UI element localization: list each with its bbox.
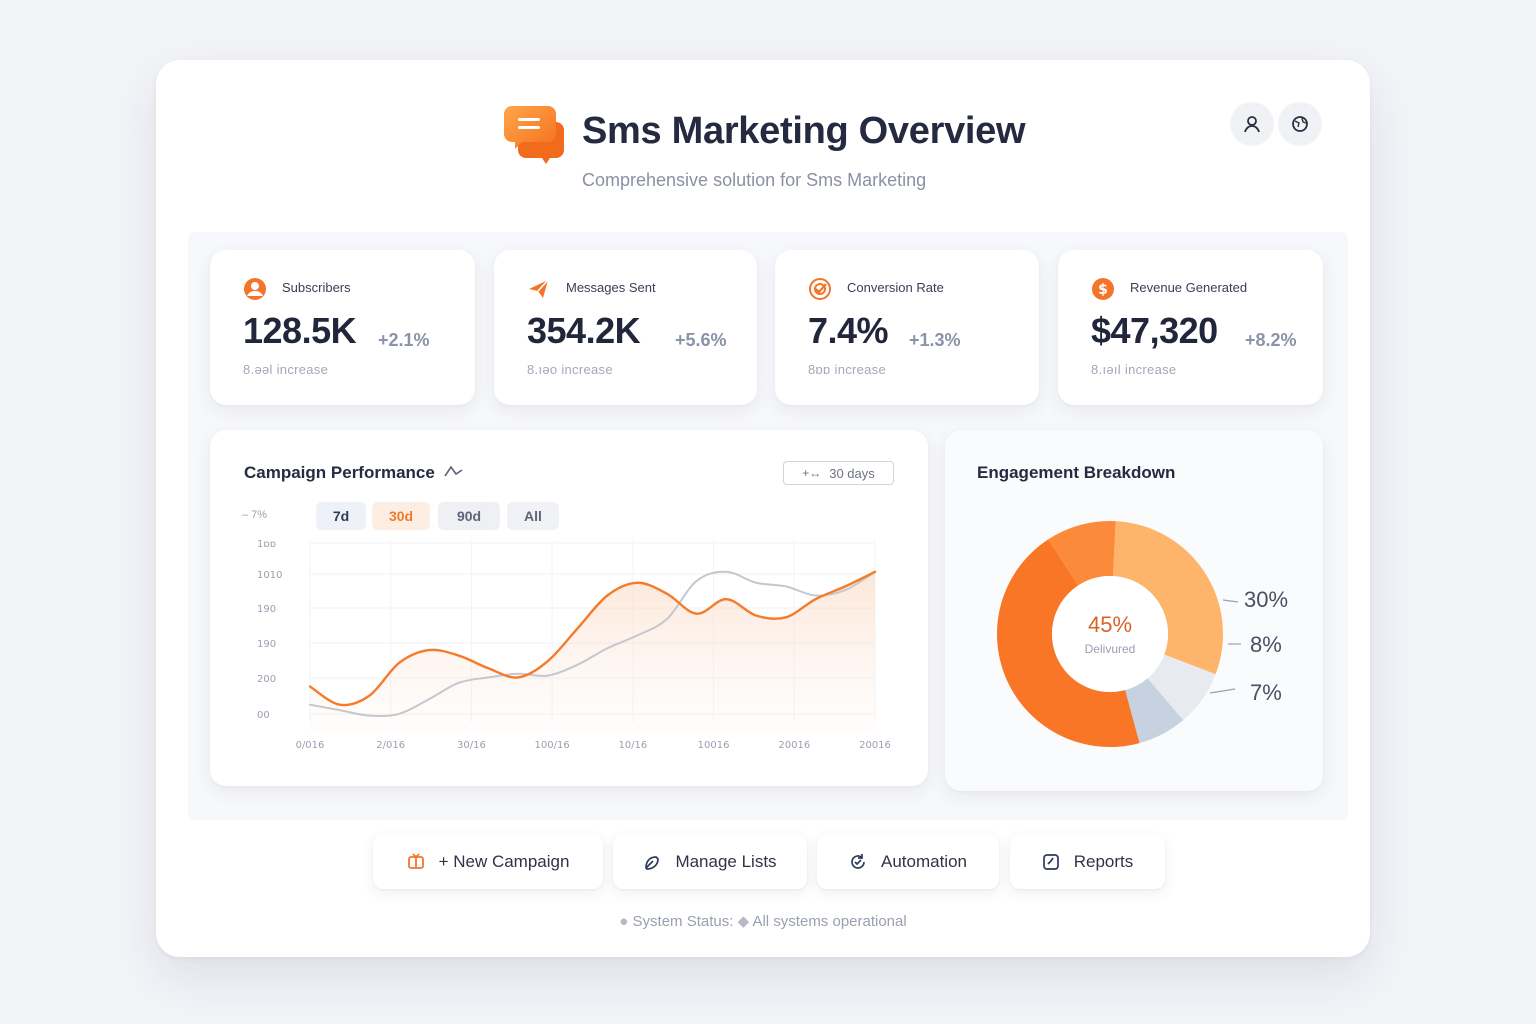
dashboard-panel: Sms Marketing Overview Comprehensive sol… (156, 60, 1370, 957)
donut-slice (1147, 654, 1216, 721)
donut-slice (1125, 678, 1184, 744)
x-tick-label: 10016 (698, 740, 730, 751)
stat-subtext: 8.ıəıl increase (1091, 362, 1177, 377)
slice-label-3: 7% (1250, 680, 1282, 705)
series-line-secondary (309, 570, 876, 718)
stat-label: Conversion Rate (847, 280, 944, 295)
system-status: ● System Status: ◆ All systems operation… (156, 912, 1370, 930)
stat-label: Subscribers (282, 280, 351, 295)
action-label: + New Campaign (438, 852, 570, 871)
lists-icon (645, 856, 660, 870)
user-circle-icon (244, 278, 266, 300)
stat-card-revenue[interactable]: $ Revenue Generated $47,320 +8.2% 8.ıəıl… (1058, 250, 1323, 405)
x-tick-label: 2/016 (376, 740, 405, 751)
stat-change: +2.1% (378, 330, 430, 350)
stat-card-messages[interactable]: Messages Sent 354.2K +5.6% 8.ıəo increas… (494, 250, 757, 405)
range-label: 30 days (829, 465, 875, 481)
stat-value: 128.5K (243, 310, 357, 351)
leader-line (1222, 599, 1239, 603)
dollar-icon: $ (1092, 278, 1114, 300)
filter-all[interactable]: All (507, 502, 559, 530)
engagement-title: Engagement Breakdown (977, 463, 1176, 482)
campaign-performance-card: Campaign Performance +↔ 30 days – 7% 7d … (210, 430, 928, 786)
automation-button[interactable]: Automation (817, 835, 999, 889)
manage-lists-button[interactable]: Manage Lists (613, 835, 807, 889)
filter-90d[interactable]: 90d (438, 502, 500, 530)
filter-7d[interactable]: 7d (316, 502, 366, 530)
stat-change: +8.2% (1245, 330, 1297, 350)
donut-hole (1052, 576, 1168, 692)
slice-label-1: 30% (1244, 587, 1289, 612)
x-tick-label: 20016 (778, 740, 810, 751)
stat-subtext: 8.ǝəl increase (243, 362, 329, 377)
slice-label-2: 8% (1250, 632, 1282, 657)
action-label: Reports (1073, 852, 1134, 871)
engagement-donut-chart (997, 521, 1241, 747)
reports-button[interactable]: Reports (1010, 835, 1165, 889)
profile-button[interactable] (1230, 102, 1274, 146)
campaign-line-chart: 1ɒɒ 1010 190 190 200 00 0/016 2/016 30/16 100/16 1… (257, 539, 891, 751)
page-subtitle: Comprehensive solution for Sms Marketing (582, 170, 927, 190)
stat-change: +1.3% (909, 330, 961, 350)
stat-change: +5.6% (675, 330, 727, 350)
trend-icon (444, 465, 463, 477)
settings-button[interactable] (1278, 102, 1322, 146)
new-campaign-button[interactable]: + New Campaign (373, 835, 603, 889)
x-tick-label: 30/16 (457, 740, 486, 751)
leader-line (1209, 688, 1236, 694)
target-icon (809, 278, 831, 300)
action-label: Automation (881, 852, 967, 871)
svg-text:$: $ (1098, 282, 1108, 298)
user-icon (1244, 116, 1260, 133)
y-tick-label: 190 (257, 639, 276, 650)
x-tick-label: 100/16 (535, 740, 570, 751)
status-label: System Status: (632, 913, 734, 930)
action-label: Manage Lists (675, 852, 777, 871)
stat-label: Messages Sent (566, 280, 656, 295)
donut-slice (1112, 521, 1223, 675)
x-tick-label: 20016 (859, 740, 891, 751)
series-line-primary (308, 570, 877, 707)
engagement-card: Engagement Breakdown 45% Delivured 30% 8… (945, 430, 1323, 791)
stat-value: 7.4% (808, 310, 889, 351)
donut-slice (997, 539, 1140, 747)
donut-center-label: Delivured (1084, 642, 1136, 656)
send-icon (529, 279, 549, 298)
y-axis-caption: – 7% (242, 509, 268, 521)
stat-card-subscribers[interactable]: Subscribers 128.5K +2.1% 8.ǝəl increase (210, 250, 475, 405)
stat-subtext: 8ɒɒ increase (808, 362, 887, 377)
y-tick-label: 1ɒɒ (257, 539, 276, 550)
status-diamond-icon: ◆ (737, 913, 753, 930)
globe-icon (1292, 116, 1308, 132)
date-range-button[interactable]: +↔ 30 days (783, 461, 894, 485)
status-dot-icon: ● (619, 913, 629, 930)
chat-bubbles-icon (504, 106, 564, 164)
campaign-title: Campaign Performance (244, 463, 435, 482)
range-icon: +↔ (802, 466, 822, 480)
y-tick-label: 00 (257, 710, 270, 721)
page-title: Sms Marketing Overview (582, 110, 1026, 152)
x-tick-label: 0/016 (296, 740, 325, 751)
y-tick-label: 1010 (257, 570, 282, 581)
y-tick-label: 190 (257, 604, 276, 615)
stat-value: $47,320 (1091, 310, 1218, 351)
y-tick-label: 200 (257, 674, 276, 685)
series-area (310, 571, 875, 732)
automation-icon (851, 854, 865, 869)
stat-card-conversion[interactable]: Conversion Rate 7.4% +1.3% 8ɒɒ increase (775, 250, 1039, 405)
x-tick-label: 10/16 (618, 740, 647, 751)
donut-slice (1048, 521, 1116, 586)
stat-value: 354.2K (527, 310, 641, 351)
filter-30d[interactable]: 30d (372, 502, 430, 530)
stat-subtext: 8.ıəo increase (527, 362, 613, 377)
status-value: All systems operational (752, 913, 907, 930)
donut-center-value: 45% (1087, 612, 1133, 637)
stat-label: Revenue Generated (1130, 280, 1248, 295)
new-campaign-icon (407, 853, 424, 869)
reports-icon (1042, 854, 1059, 870)
